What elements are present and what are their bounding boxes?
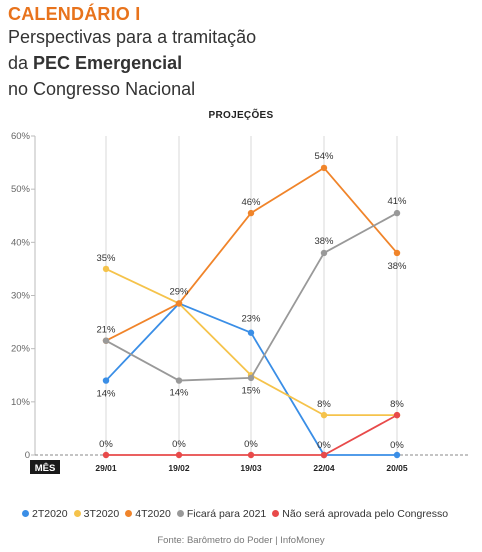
data-point: [393, 451, 401, 459]
data-point: [247, 329, 255, 336]
data-point: [247, 374, 255, 382]
data-point: [247, 451, 255, 459]
y-tick-label: 20%: [11, 344, 31, 355]
series: [102, 164, 401, 459]
legend-label: 4T2020: [135, 508, 171, 520]
data-point: [320, 451, 328, 459]
data-label: 14%: [169, 388, 189, 399]
x-tick-label: 22/04: [313, 463, 335, 473]
data-label: 0%: [317, 440, 331, 451]
data-label: 46%: [241, 197, 261, 208]
chart-subtitle: PROJEÇÕES: [208, 110, 274, 121]
legend-item: Ficará para 2021: [176, 508, 267, 520]
legend-item: 2T2020: [22, 508, 68, 520]
legend-swatch: [176, 510, 184, 517]
y-tick-label: 50%: [11, 184, 31, 195]
data-point: [102, 451, 110, 459]
legend-swatch: [272, 510, 280, 517]
data-point: [102, 337, 110, 344]
data-point: [175, 300, 183, 307]
chart-title: Perspectivas para a tramitação da PEC Em…: [8, 24, 408, 102]
title-line-2-prefix: da: [8, 53, 34, 73]
data-labels: 14% 23% 0% 0% 35% 15% 8% 21% 29% 46% 54% 38% 14% 38% 4…: [96, 151, 407, 451]
data-label: 54%: [314, 151, 334, 162]
data-label: 8%: [317, 399, 331, 410]
x-tick-label: 29/01: [95, 463, 117, 473]
legend-label: Ficará para 2021: [186, 508, 267, 520]
xlabel-box: [30, 460, 60, 474]
data-label: 0%: [244, 439, 258, 450]
data-label: 38%: [314, 236, 334, 247]
data-point: [102, 377, 110, 384]
data-label: 35%: [96, 253, 116, 264]
data-label: 38%: [387, 261, 407, 272]
y-tick-label: 0: [25, 450, 30, 461]
data-point: [320, 249, 328, 257]
title-line-3: no Congresso Nacional: [8, 79, 196, 99]
legend-label: 2T2020: [32, 508, 68, 520]
legend-swatch: [125, 510, 133, 517]
source-note: Fonte: Barômetro do Poder | InfoMoney: [157, 535, 325, 546]
data-label: 8%: [390, 399, 404, 410]
title-bold: PEC Emergencial: [33, 53, 183, 73]
data-label: 14%: [96, 389, 116, 400]
legend-label: 3T2020: [83, 508, 120, 520]
data-point: [247, 209, 255, 217]
y-tick-label: 30%: [11, 291, 31, 302]
x-axis-label: MÊS: [35, 462, 56, 474]
data-label: 0%: [390, 440, 404, 451]
data-label: 21%: [96, 325, 116, 336]
data-label: 0%: [99, 439, 113, 450]
legend-item: Não será aprovada pelo Congresso: [272, 508, 448, 520]
y-tick-label: 10%: [11, 397, 31, 408]
legend: 2T2020 3T2020 4T2020 Ficará para 2021 Não se…: [22, 508, 482, 520]
data-label: 0%: [172, 439, 186, 450]
x-tick-label: 20/05: [386, 463, 408, 473]
legend-swatch: [73, 510, 81, 517]
chart-kicker: CALENDÁRIO I: [8, 4, 141, 24]
data-point: [320, 411, 328, 419]
axes: 0 10% 20% 30% 40% 50% 60% 29/01 19/02 19/03 22/04 2…: [11, 131, 468, 474]
x-tick-label: 19/02: [168, 463, 190, 473]
legend-swatch: [22, 510, 29, 517]
legend-item: 3T2020: [73, 508, 120, 520]
data-point: [175, 451, 183, 459]
data-point: [175, 377, 183, 384]
data-point: [393, 411, 401, 419]
data-point: [320, 164, 328, 172]
y-tick-label: 60%: [11, 131, 31, 142]
data-label: 41%: [387, 196, 407, 207]
data-point: [393, 249, 401, 257]
legend-label: Não será aprovada pelo Congresso: [282, 508, 449, 520]
grid: [105, 136, 398, 455]
data-label: 15%: [241, 385, 261, 396]
data-point: [393, 209, 401, 217]
data-label: 29%: [169, 286, 189, 297]
y-tick-label: 40%: [11, 237, 31, 248]
data-label: 23%: [241, 314, 261, 325]
data-point: [102, 265, 110, 273]
legend-item: 4T2020: [125, 508, 171, 520]
title-line-1: Perspectivas para a tramitação: [8, 27, 257, 47]
x-tick-label: 19/03: [240, 463, 262, 473]
line-chart: 0 10% 20% 30% 40% 50% 60% 29/01 19/02 19/03 22/04 2…: [11, 131, 468, 474]
